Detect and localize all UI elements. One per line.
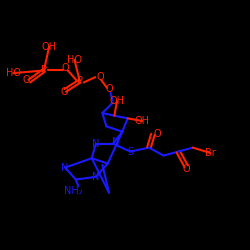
Text: N: N <box>62 162 69 172</box>
Text: O: O <box>182 164 190 174</box>
Text: O: O <box>23 75 30 85</box>
Text: Br: Br <box>205 148 216 158</box>
Text: OH: OH <box>110 96 124 106</box>
Text: N: N <box>112 137 120 147</box>
Text: N: N <box>92 172 100 182</box>
Text: NH₂: NH₂ <box>64 186 82 196</box>
Text: O: O <box>105 84 113 94</box>
Text: OH: OH <box>42 42 57 51</box>
Text: O: O <box>60 87 68 97</box>
Text: P: P <box>41 66 47 76</box>
Text: HO: HO <box>67 55 82 65</box>
Text: O: O <box>153 129 161 139</box>
Text: P: P <box>77 76 83 86</box>
Text: N: N <box>92 138 100 148</box>
Text: OH: OH <box>135 116 150 126</box>
Text: S: S <box>127 146 134 156</box>
Text: O: O <box>61 63 69 73</box>
Text: O: O <box>97 72 104 82</box>
Text: HO: HO <box>6 68 21 78</box>
